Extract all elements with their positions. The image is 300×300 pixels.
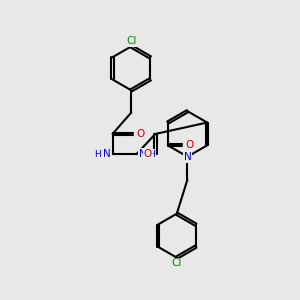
Text: N: N (139, 149, 146, 159)
Text: O: O (136, 129, 144, 139)
Text: N: N (103, 149, 110, 159)
Text: Cl: Cl (126, 36, 136, 46)
Text: O: O (186, 140, 194, 150)
Text: O: O (144, 149, 152, 159)
Text: Cl: Cl (172, 259, 182, 269)
Text: H: H (148, 149, 155, 158)
Text: N: N (184, 152, 191, 162)
Text: H: H (94, 149, 101, 158)
